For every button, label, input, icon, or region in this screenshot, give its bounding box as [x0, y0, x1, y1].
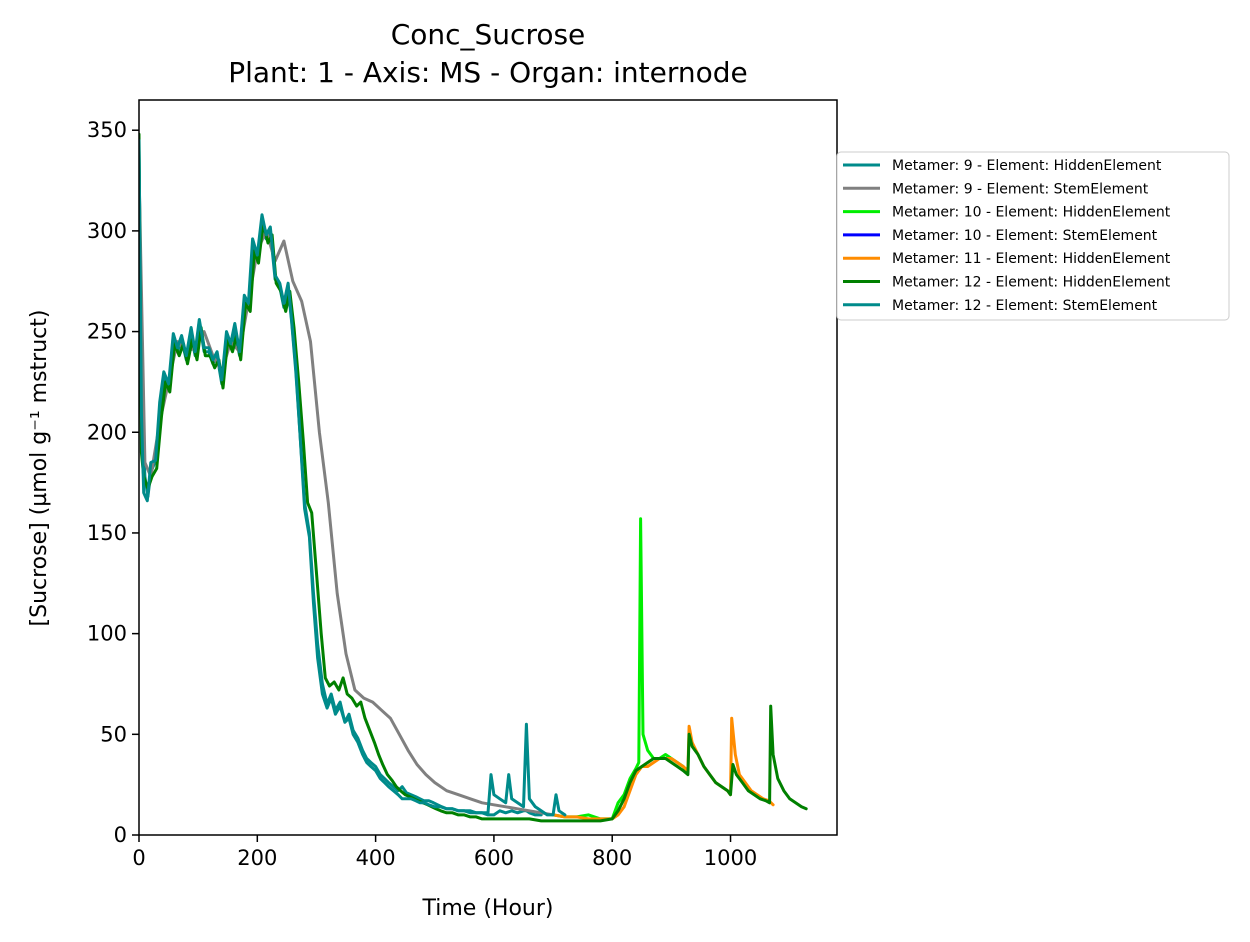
x-tick-label-3: 600	[474, 846, 514, 870]
x-tick-label-2: 400	[356, 846, 396, 870]
x-tick-label-5: 1000	[704, 846, 757, 870]
y-tick-label-5: 250	[87, 320, 127, 344]
series-layer	[139, 132, 808, 823]
legend-entry-2: Metamer: 10 - Element: HiddenElement	[892, 205, 1171, 221]
y-tick-label-1: 50	[100, 722, 127, 746]
y-tick-label-4: 200	[87, 420, 127, 444]
x-axis-label: Time (Hour)	[422, 896, 554, 921]
legend-entry-5: Metamer: 12 - Element: HiddenElement	[892, 275, 1171, 291]
x-axis: 0 200 400 600 800 1000	[132, 835, 757, 870]
legend-entry-6: Metamer: 12 - Element: StemElement	[892, 298, 1158, 314]
y-tick-label-7: 350	[87, 118, 127, 142]
y-axis: 0 50 100 150 200 250 300 350	[87, 118, 139, 847]
series-line-0	[139, 148, 543, 817]
chart-subtitle: Plant: 1 - Axis: MS - Organ: internode	[228, 56, 748, 89]
x-tick-label-4: 800	[592, 846, 632, 870]
series-line-5	[139, 132, 808, 823]
series-line-2	[551, 517, 688, 821]
legend: Metamer: 9 - Element: HiddenElement Metam…	[836, 151, 1230, 321]
plot-frame	[138, 99, 838, 836]
x-tick-label-0: 0	[132, 846, 145, 870]
y-tick-label-6: 300	[87, 219, 127, 243]
series-line-4	[551, 716, 775, 821]
y-tick-label-3: 150	[87, 521, 127, 545]
legend-entry-3: Metamer: 10 - Element: StemElement	[892, 228, 1158, 244]
legend-entry-4: Metamer: 11 - Element: HiddenElement	[892, 251, 1171, 267]
y-tick-label-2: 100	[87, 622, 127, 646]
chart-title: Conc_Sucrose	[391, 18, 586, 51]
legend-frame	[836, 151, 1230, 321]
series-line-6	[139, 138, 567, 817]
legend-entry-0: Metamer: 9 - Element: HiddenElement	[892, 158, 1162, 174]
y-tick-label-0: 0	[114, 823, 127, 847]
x-tick-label-1: 200	[237, 846, 277, 870]
y-axis-label: [Sucrose] (µmol g⁻¹ mstruct)	[27, 310, 52, 627]
legend-entry-1: Metamer: 9 - Element: StemElement	[892, 181, 1149, 197]
